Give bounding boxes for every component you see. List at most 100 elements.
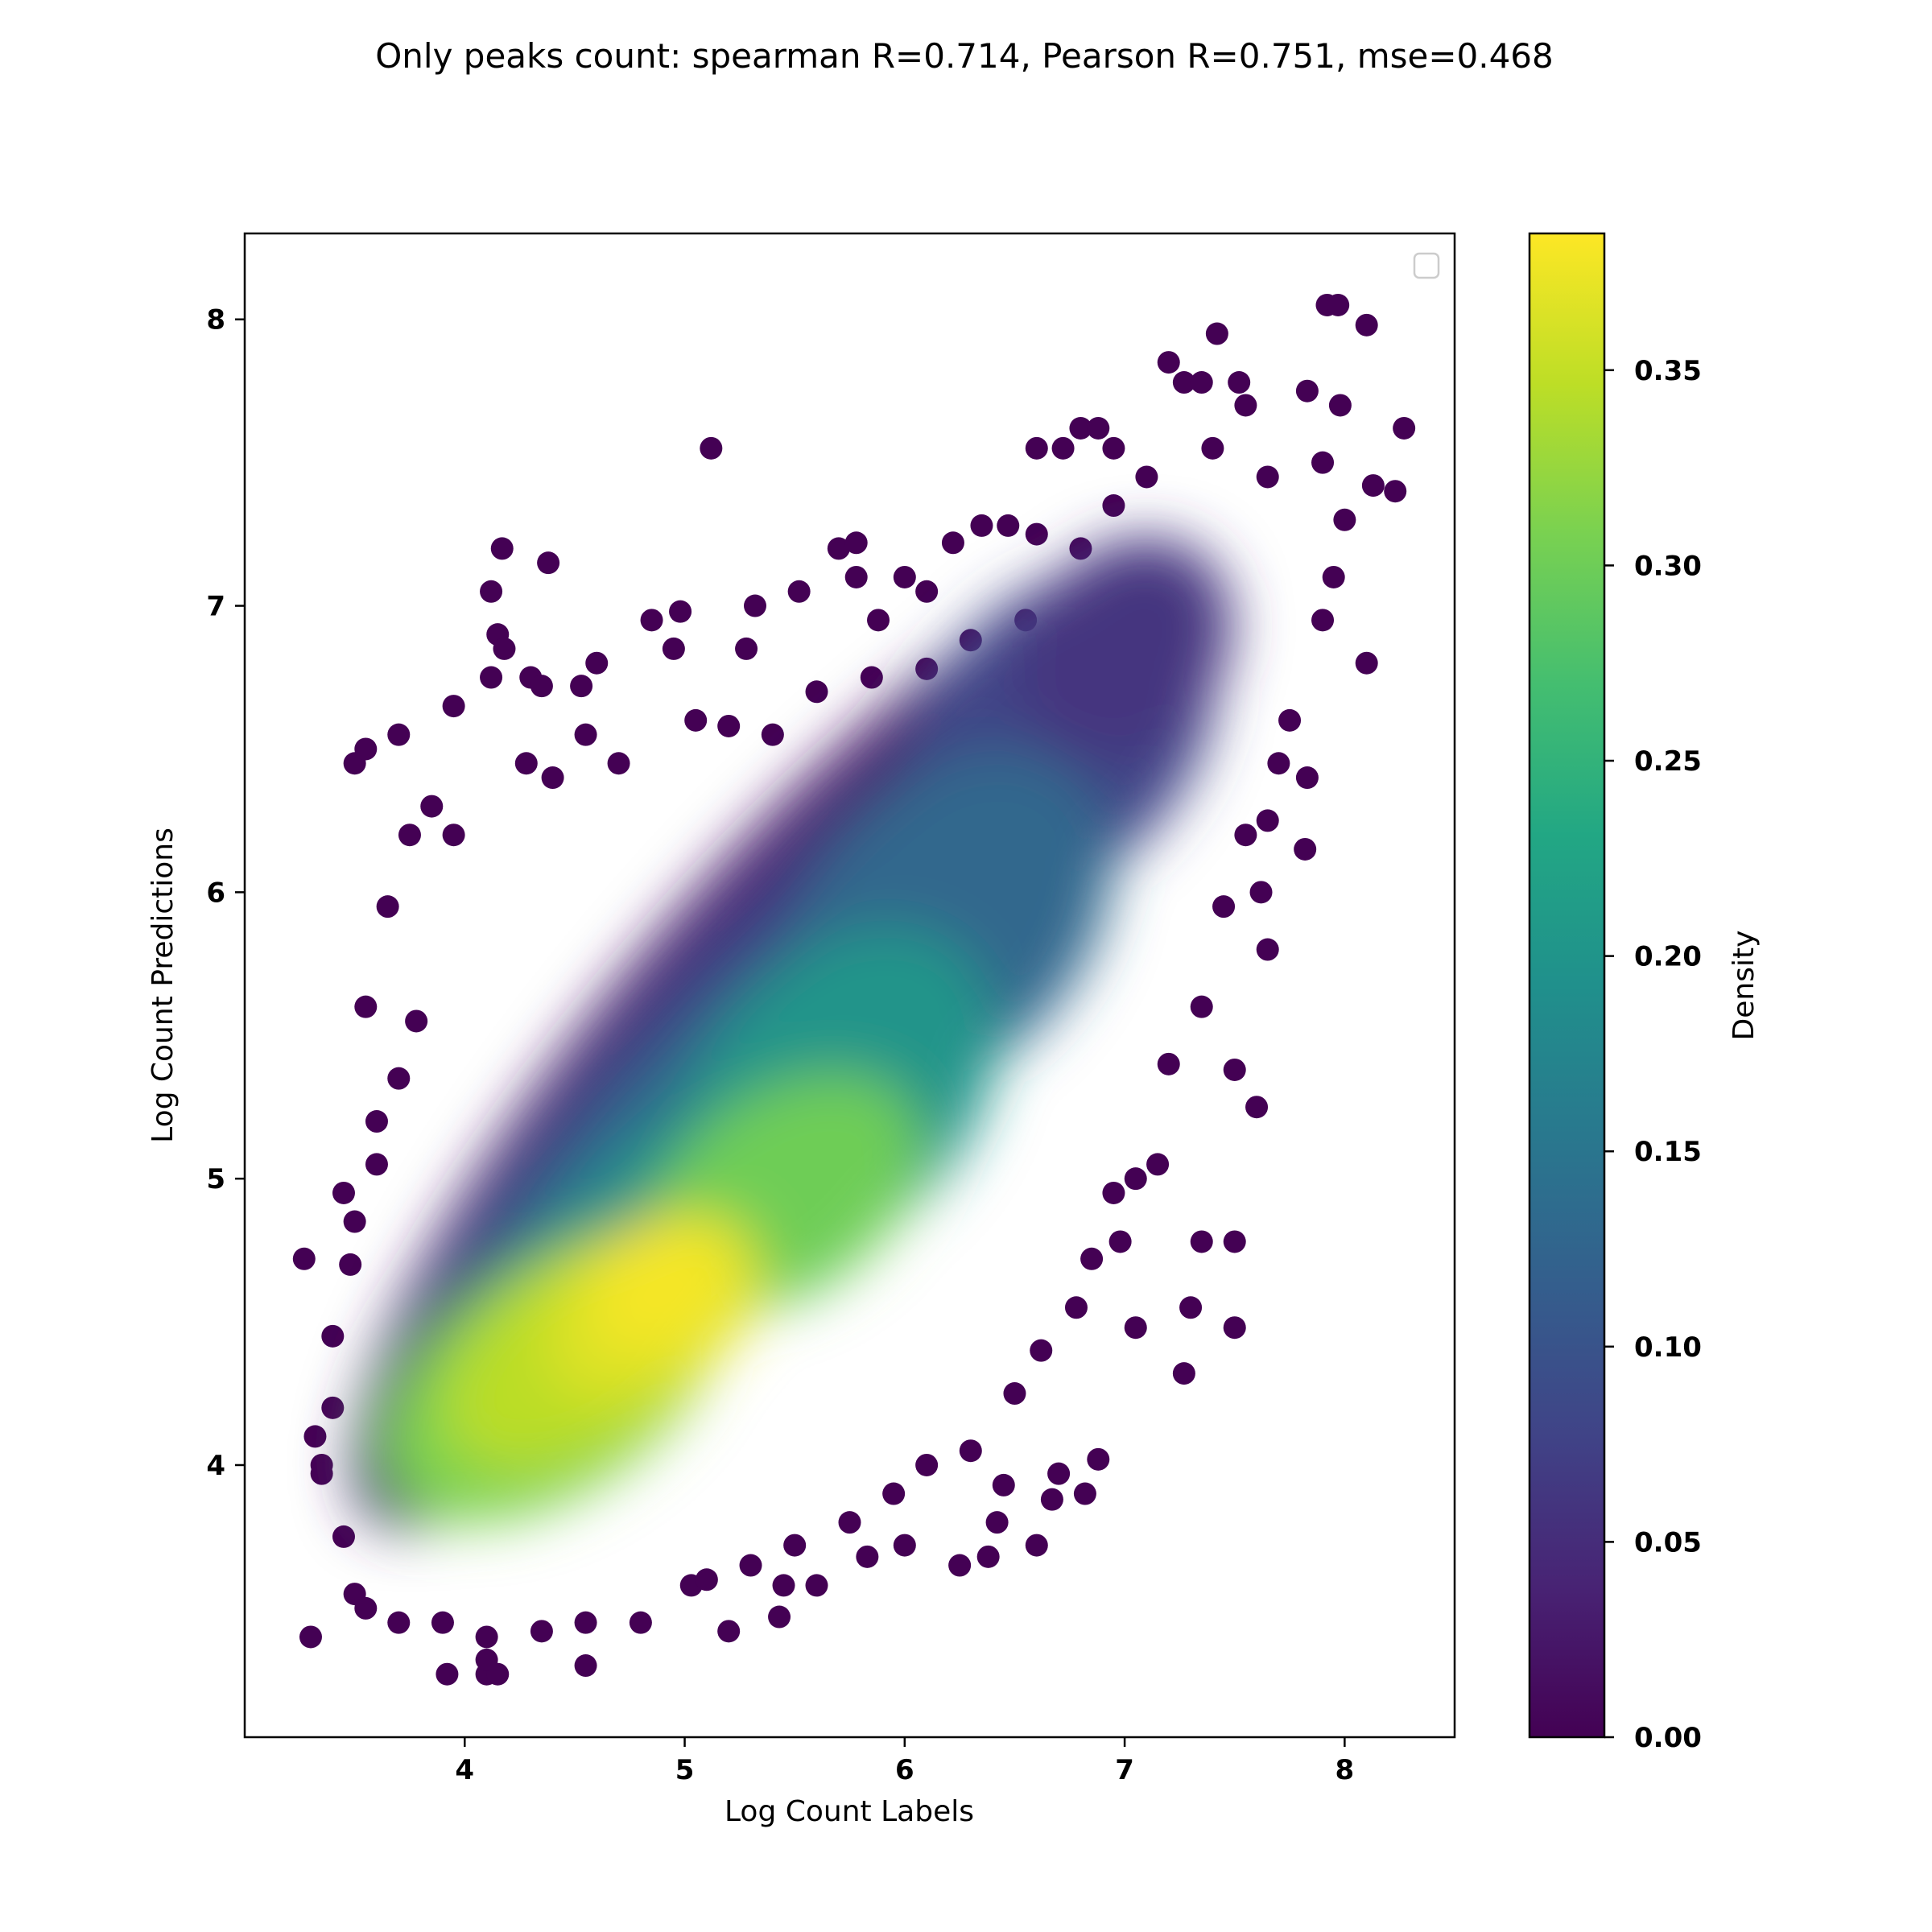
x-tick-label: 8 [1335,1754,1355,1786]
outlier-point [431,1611,454,1634]
outlier-point [640,609,663,632]
outlier-point [1190,371,1213,394]
outlier-point [1069,416,1092,440]
outlier-point [475,1648,498,1671]
outlier-point [585,651,609,675]
outlier-point [420,795,444,818]
outlier-point [992,1473,1015,1496]
outlier-point [1294,837,1317,861]
outlier-point [844,565,868,588]
outlier-point [480,666,503,689]
outlier-point [985,1511,1009,1534]
outlier-point [1267,752,1290,775]
x-axis-label: Log Count Labels [724,1795,974,1828]
outlier-point [739,1554,762,1577]
outlier-point [1256,938,1279,961]
outlier-point [1205,322,1228,345]
legend-box[interactable] [1413,252,1440,279]
plot-frame [243,232,1456,1739]
colorbar-tick-label: 0.05 [1634,1526,1702,1558]
colorbar-frame [1528,232,1606,1739]
colorbar-tick-label: 0.20 [1634,941,1702,973]
outlier-point [997,514,1020,537]
outlier-point [1295,379,1319,402]
outlier-point [1003,1382,1026,1406]
outlier-point [1108,1230,1132,1253]
outlier-point [607,752,630,775]
outlier-point [570,675,593,698]
outlier-point [1256,465,1279,489]
outlier-point [299,1625,322,1649]
outlier-point [1040,1488,1063,1511]
outlier-point [1361,474,1385,497]
outlier-point [436,1662,459,1686]
outlier-point [398,824,421,847]
outlier-point [530,675,553,698]
outlier-point [1201,436,1224,460]
outlier-point [1172,371,1195,394]
outlier-point [882,1482,906,1505]
outlier-point [1223,1230,1246,1253]
outlier-point [1157,351,1180,374]
plot-area [292,293,1416,1686]
outlier-point [1190,995,1213,1018]
outlier-point [1025,522,1048,546]
outlier-point [893,565,916,588]
outlier-point [354,737,378,761]
outlier-point [1234,824,1257,847]
x-tick-label: 4 [455,1754,474,1786]
outlier-point [700,436,723,460]
colorbar-label: Density [1728,931,1761,1041]
outlier-point [574,1611,597,1634]
outlier-point [387,723,411,746]
outlier-point [805,1574,828,1597]
density-cloud [350,537,1232,1530]
y-tick-label: 5 [206,1163,225,1195]
outlier-point [1047,1462,1071,1485]
colorbar: 0.00 0.05 0.10 0.15 0.20 0.25 0.30 0.35 Density [1528,232,1761,1754]
colorbar-tick-label: 0.25 [1634,745,1702,778]
y-tick-label: 7 [206,591,225,623]
outlier-point [480,580,503,603]
outlier-point [1172,1362,1195,1385]
outlier-point [1355,313,1378,336]
outlier-point [1073,1482,1096,1505]
outlier-point [310,1462,333,1485]
outlier-point [1256,809,1279,832]
outlier-point [838,1511,861,1534]
outlier-point [735,637,758,660]
outlier-point [1080,1247,1104,1270]
outlier-point [695,1568,718,1591]
outlier-point [827,537,850,560]
outlier-point [442,695,465,718]
y-tick-label: 6 [206,877,225,909]
outlier-point [339,1253,362,1276]
density-core [591,1221,735,1354]
outlier-point [915,580,939,603]
outlier-point [1355,651,1378,675]
outlier-point [1146,1153,1170,1176]
outlier-point [387,1611,411,1634]
outlier-point [1064,1296,1088,1319]
density-band [1017,537,1232,761]
outlier-point [787,580,811,603]
outlier-point [1190,1230,1213,1253]
colorbar-tick-label: 0.30 [1634,550,1702,582]
outlier-point [541,766,564,790]
colorbar-tick-label: 0.10 [1634,1331,1702,1364]
outlier-point [941,531,964,555]
outlier-point [976,1545,1000,1568]
outlier-point [717,1620,741,1643]
colorbar-tick-label: 0.15 [1634,1136,1702,1168]
outlier-point [405,1009,428,1033]
outlier-point [662,637,685,660]
outlier-point [493,637,516,660]
outlier-point [490,537,514,560]
outlier-point [292,1247,316,1270]
colorbar-tick-label: 0.00 [1634,1722,1702,1754]
outlier-point [629,1611,652,1634]
outlier-point [574,1654,597,1678]
colorbar-gradient [1530,233,1604,1737]
outlier-point [365,1153,388,1176]
outlier-point [321,1396,345,1419]
